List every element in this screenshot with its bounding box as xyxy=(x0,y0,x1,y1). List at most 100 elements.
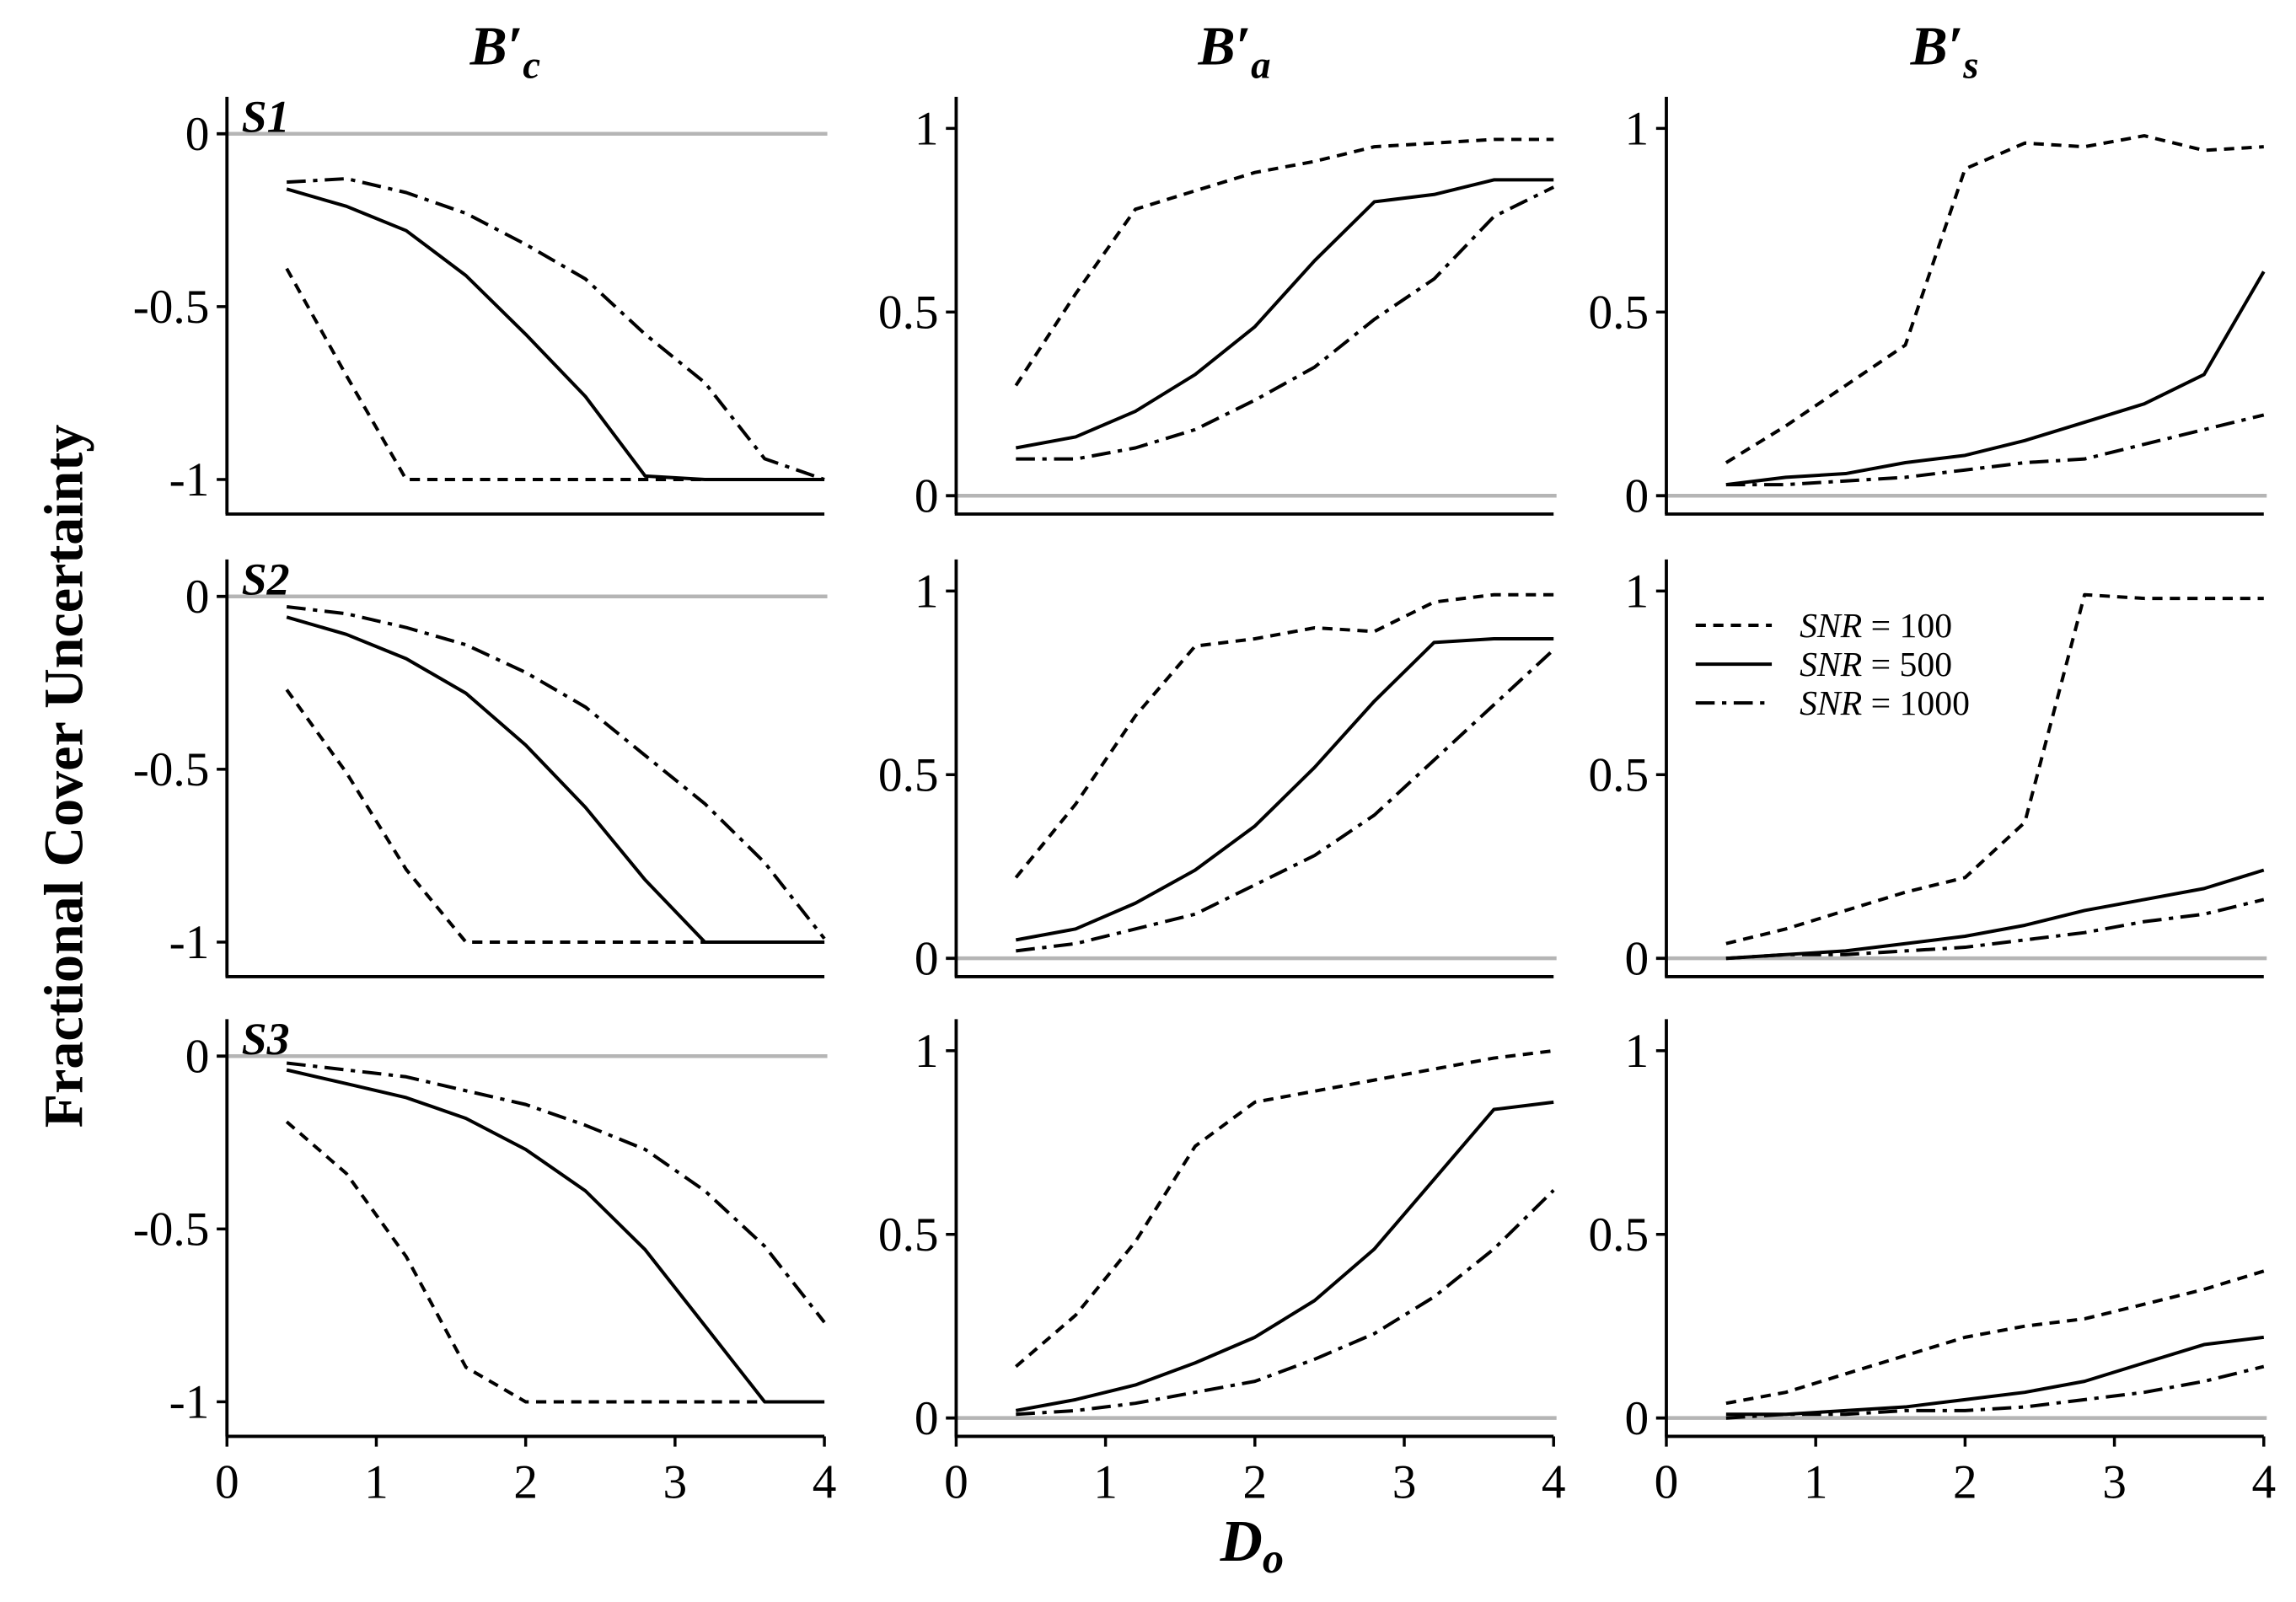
column-title-b-a: B′a xyxy=(1197,16,1270,88)
column-title-b-s: B′s xyxy=(1910,16,1979,88)
panel-s1-b-a: 10.50 xyxy=(878,96,1557,522)
panel-s1-b-c: 0 -0.5 -1 S1 xyxy=(133,92,828,516)
series-line-snr-100 xyxy=(1014,1048,1554,1369)
series-line-snr-100 xyxy=(1725,1269,2265,1406)
series-line-snr-1000 xyxy=(1725,897,2265,961)
series-line-snr-1000 xyxy=(1725,1364,2265,1420)
x-tick-label: 1 xyxy=(1804,1455,1828,1508)
column-title-b-c: B′c xyxy=(469,16,541,88)
legend-label-value: = 500 xyxy=(1862,646,1952,684)
y-tick-label: 0 xyxy=(1624,469,1649,522)
series-line-snr-1000 xyxy=(1016,1189,1555,1417)
panel-s2-b-c: 0 -0.5 -1 S2 xyxy=(133,555,828,978)
column-title-subscript: a xyxy=(1251,43,1270,87)
y-tick-label: 1 xyxy=(1624,1025,1649,1078)
x-tick-label: 3 xyxy=(1392,1455,1417,1508)
y-tick-label: -0.5 xyxy=(133,1203,210,1256)
series-line-snr-500 xyxy=(286,187,825,481)
series-line-snr-500 xyxy=(286,1068,825,1404)
y-tick-label: -0.5 xyxy=(133,743,210,796)
panel-s1-b-s: 10.50 xyxy=(1588,96,2267,522)
series-line-snr-500 xyxy=(1725,868,2265,961)
x-tick-label: 3 xyxy=(663,1455,688,1508)
y-tick-label: 0.5 xyxy=(1588,1208,1649,1262)
series-line-snr-500 xyxy=(1725,1335,2265,1417)
y-tick-label: 0 xyxy=(915,932,939,985)
column-title-subscript: s xyxy=(1962,43,1978,87)
y-tick-label: 0 xyxy=(185,108,210,161)
x-tick-label: 2 xyxy=(1242,1455,1267,1508)
series-line-snr-500 xyxy=(286,615,825,944)
y-tick-label: 0.5 xyxy=(1588,748,1649,801)
x-axis-title: Do xyxy=(1220,1509,1284,1582)
y-tick-label: 0.5 xyxy=(1588,286,1649,339)
panel-s3-b-c: 0-0.5-10 1 2 3 4S3 xyxy=(133,1014,837,1508)
series-line-snr-1000 xyxy=(1725,413,2265,487)
panel-s3-b-a: 1 0.5 00 1 2 3 4 xyxy=(878,1019,1566,1508)
series-line-snr-100 xyxy=(285,1120,825,1404)
y-tick-label: 0 xyxy=(915,1392,939,1445)
series-line-snr-100 xyxy=(285,688,825,944)
y-tick-label: 1 xyxy=(915,1025,939,1078)
series-line-snr-1000 xyxy=(286,1061,826,1324)
x-tick-label: 3 xyxy=(2102,1455,2127,1508)
series-line-snr-1000 xyxy=(1016,648,1555,953)
panel-s3-b-s: 1 0.5 00 1 2 3 4 xyxy=(1588,1019,2276,1508)
x-tick-label: 1 xyxy=(364,1455,389,1508)
series-line-snr-1000 xyxy=(287,176,825,481)
legend-label-snr-100: SNR = 100 xyxy=(1800,607,1952,646)
y-tick-label: 1 xyxy=(1624,102,1649,155)
x-tick-label: 4 xyxy=(1542,1455,1566,1508)
y-tick-label: 0.5 xyxy=(878,286,939,339)
column-title-main: B′ xyxy=(469,16,523,78)
y-tick-label: 0 xyxy=(915,469,939,522)
x-tick-label: 4 xyxy=(2251,1455,2276,1508)
y-tick-label: 0.5 xyxy=(878,748,939,801)
y-axis-title: Fractional Cover Uncertainty xyxy=(33,425,94,1128)
x-tick-label: 4 xyxy=(813,1455,837,1508)
x-tick-label: 0 xyxy=(944,1455,968,1508)
series-line-snr-500 xyxy=(1725,271,2266,487)
x-tick-label: 0 xyxy=(215,1455,239,1508)
legend-label-name: SNR xyxy=(1800,607,1862,646)
y-tick-label: 0 xyxy=(1624,1392,1649,1445)
legend-label-name: SNR xyxy=(1800,684,1862,723)
series-line-snr-500 xyxy=(1015,637,1554,942)
x-tick-label: 0 xyxy=(1655,1455,1679,1508)
x-tick-label: 2 xyxy=(1953,1455,1977,1508)
legend-label-value: = 1000 xyxy=(1862,684,1970,723)
series-line-snr-100 xyxy=(1014,592,1554,879)
y-tick-label: 1 xyxy=(915,565,939,618)
legend-label-snr-500: SNR = 500 xyxy=(1800,646,1952,684)
y-tick-label: -1 xyxy=(169,1376,210,1429)
row-label-s1: S1 xyxy=(242,92,290,142)
column-title-main: B′ xyxy=(1910,16,1964,78)
y-tick-label: 1 xyxy=(915,102,939,155)
x-axis-title-subscript: o xyxy=(1263,1535,1284,1582)
series-line-snr-1000 xyxy=(1016,185,1555,461)
row-label-s2: S2 xyxy=(242,555,290,605)
y-tick-label: 0 xyxy=(185,571,210,624)
y-tick-label: 0.5 xyxy=(878,1208,939,1262)
series-line-snr-500 xyxy=(1015,1100,1554,1412)
series-line-snr-100 xyxy=(1725,592,2264,946)
x-tick-label: 1 xyxy=(1093,1455,1118,1508)
x-axis-title-main: D xyxy=(1220,1509,1263,1574)
y-tick-label: -1 xyxy=(169,916,210,969)
series-line-snr-100 xyxy=(1725,134,2264,464)
column-title-subscript: c xyxy=(523,43,540,87)
y-tick-label: -0.5 xyxy=(133,281,210,334)
row-label-s3: S3 xyxy=(242,1014,290,1064)
y-tick-label: 1 xyxy=(1624,565,1649,618)
series-line-snr-1000 xyxy=(286,604,826,940)
y-tick-label: 0 xyxy=(185,1030,210,1083)
legend-label-value: = 100 xyxy=(1862,607,1952,646)
series-line-snr-500 xyxy=(1015,178,1554,450)
y-tick-label: 0 xyxy=(1624,932,1649,985)
panel-s2-b-a: 10.50 xyxy=(878,559,1557,985)
series-line-snr-100 xyxy=(1014,137,1554,387)
